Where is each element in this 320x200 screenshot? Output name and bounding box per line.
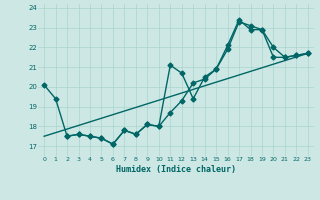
X-axis label: Humidex (Indice chaleur): Humidex (Indice chaleur)	[116, 165, 236, 174]
